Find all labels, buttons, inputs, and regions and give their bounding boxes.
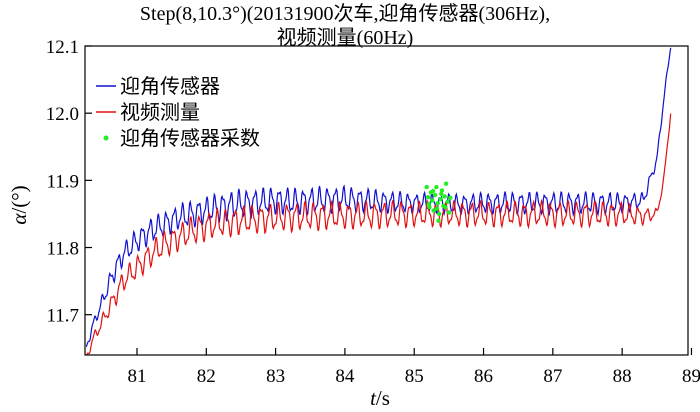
y-axis-label: α/(°) (7, 185, 31, 224)
legend-marker-samples (103, 135, 109, 141)
x-tick-label: 81 (127, 366, 146, 387)
legend-label-samples: 迎角传感器采数 (120, 126, 260, 150)
sample-point (435, 200, 440, 206)
sample-point (434, 206, 440, 211)
plot-area (85, 47, 672, 356)
y-tick-label: 11.8 (46, 239, 79, 260)
y-tick-label: 11.9 (46, 171, 79, 192)
x-tick-label: 87 (543, 366, 562, 387)
y-axis: 11.7 11.8 11.9 12.0 12.1 (46, 37, 92, 327)
x-tick-label: 84 (335, 366, 355, 387)
x-tick-label: 85 (405, 366, 424, 387)
chart-title-line-2: 视频测量(60Hz) (277, 26, 414, 49)
y-tick-label: 12.0 (46, 104, 79, 125)
plot-frame (84, 45, 689, 356)
y-tick-label: 11.7 (46, 306, 79, 327)
sample-point (438, 196, 443, 202)
sample-point (424, 184, 429, 190)
chart-title-line-1: Step(8,10.3°)(20131900次车,迎角传感器(306Hz), (140, 2, 550, 25)
y-axis-unit: /(°) (7, 185, 31, 213)
sample-point (434, 184, 439, 190)
sample-point (439, 188, 445, 193)
x-tick-label: 89 (682, 366, 700, 387)
y-tick-label: 12.1 (46, 37, 79, 58)
sample-point (442, 194, 447, 199)
sample-point (426, 201, 431, 207)
sample-point (448, 195, 453, 201)
sample-point (432, 192, 438, 198)
x-axis-symbol: t (370, 386, 377, 410)
legend-label-video: 视频测量 (120, 100, 200, 124)
sample-points (424, 181, 453, 223)
sample-point (445, 199, 450, 205)
x-tick-label: 86 (474, 366, 493, 387)
series-line-sensor (85, 47, 672, 347)
sample-point (425, 194, 431, 200)
sample-point (427, 205, 432, 210)
sample-point (436, 211, 442, 217)
x-tick-label: 83 (266, 366, 285, 387)
legend: 迎角传感器 视频测量 迎角传感器采数 (96, 74, 260, 150)
x-tick-label: 82 (197, 366, 216, 387)
sample-point (443, 205, 448, 210)
y-axis-symbol: α (7, 213, 31, 225)
legend-label-sensor: 迎角传感器 (120, 74, 220, 98)
sample-point (436, 218, 441, 223)
sample-point (446, 210, 452, 215)
sample-point (430, 198, 435, 203)
sample-point (439, 191, 444, 196)
x-axis-unit: /s (376, 386, 390, 410)
sample-point (443, 181, 449, 186)
x-tick-label: 88 (613, 366, 632, 387)
x-axis: 81 82 83 84 85 86 87 88 89 (127, 348, 700, 387)
x-axis-label: t/s (370, 386, 390, 410)
series-line-video (85, 113, 672, 356)
sample-point (431, 208, 436, 213)
sample-point (430, 188, 436, 194)
